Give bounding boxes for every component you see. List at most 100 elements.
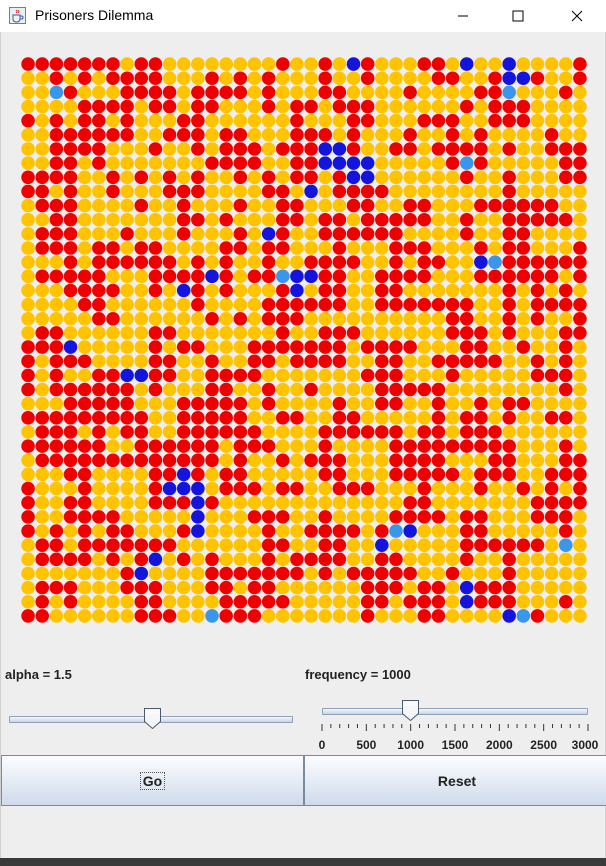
defector-cell xyxy=(35,411,49,425)
defector-cell xyxy=(148,142,163,156)
defector-cell xyxy=(559,255,573,269)
cooperator-cell xyxy=(162,566,177,581)
defector-cell xyxy=(21,439,35,453)
defector-cell xyxy=(459,142,474,156)
cooperator-cell xyxy=(573,411,587,425)
cooperator-cell xyxy=(502,340,516,354)
defector-cell xyxy=(63,142,78,156)
cooperator-cell xyxy=(360,439,375,453)
defector-cell xyxy=(49,340,64,354)
defector-cell xyxy=(375,595,389,609)
defector-cell xyxy=(49,71,64,85)
defector-cell xyxy=(544,510,559,524)
blue-cell xyxy=(191,495,205,510)
cooperator-cell xyxy=(445,170,460,185)
defector-cell xyxy=(559,382,573,397)
cooperator-cell xyxy=(21,269,35,284)
cooperator-cell xyxy=(120,156,134,170)
cooperator-cell xyxy=(530,439,545,453)
cooperator-cell xyxy=(106,198,120,213)
cooperator-cell xyxy=(544,538,559,552)
cooperator-cell xyxy=(318,198,332,213)
cooperator-cell xyxy=(134,340,149,354)
defector-cell xyxy=(502,212,516,227)
defector-cell xyxy=(21,340,35,354)
cooperator-cell xyxy=(516,467,531,482)
cooperator-cell xyxy=(459,255,474,269)
cooperator-cell xyxy=(219,71,233,85)
defector-cell xyxy=(176,524,191,538)
cooperator-cell xyxy=(573,227,587,241)
cooperator-cell xyxy=(474,57,488,71)
cooperator-cell xyxy=(360,255,375,269)
alpha-slider-thumb[interactable] xyxy=(144,708,161,729)
cooperator-cell xyxy=(488,57,502,71)
defector-cell xyxy=(261,170,276,185)
defector-cell xyxy=(63,255,78,269)
defector-cell xyxy=(304,142,318,156)
defector-cell xyxy=(403,467,417,482)
cooperator-cell xyxy=(134,269,149,284)
cooperator-cell xyxy=(49,495,64,510)
cooperator-cell xyxy=(375,142,389,156)
defector-cell xyxy=(148,467,163,482)
defector-cell xyxy=(205,396,219,411)
frequency-slider-thumb[interactable] xyxy=(402,700,419,721)
cooperator-cell xyxy=(544,71,559,85)
defector-cell xyxy=(261,99,276,114)
cooperator-cell xyxy=(544,425,559,439)
defector-cell xyxy=(403,85,417,100)
defector-cell xyxy=(544,212,559,227)
cooperator-cell xyxy=(148,510,163,524)
cooperator-cell xyxy=(516,156,531,170)
minimize-button[interactable] xyxy=(440,0,486,32)
cooperator-cell xyxy=(431,269,446,284)
maximize-button[interactable] xyxy=(495,0,541,32)
go-button[interactable]: Go xyxy=(1,755,304,806)
cooperator-cell xyxy=(134,156,149,170)
alpha-slider[interactable] xyxy=(5,706,297,730)
defector-cell xyxy=(445,312,460,326)
cooperator-cell xyxy=(346,595,361,609)
blue-cell xyxy=(63,340,78,354)
defector-cell xyxy=(176,128,191,142)
reset-button[interactable]: Reset xyxy=(304,755,606,806)
cooperator-cell xyxy=(92,198,106,213)
cooperator-cell xyxy=(261,495,276,510)
cooperator-cell xyxy=(530,467,545,482)
cooperator-cell xyxy=(417,142,432,156)
defector-cell xyxy=(35,184,49,199)
defector-cell xyxy=(148,99,163,114)
frequency-slider[interactable] xyxy=(318,698,592,722)
defector-cell xyxy=(474,411,488,425)
defector-cell xyxy=(77,71,92,85)
cooperator-cell xyxy=(120,595,134,609)
defector-cell xyxy=(120,425,134,439)
cooperator-cell xyxy=(360,269,375,284)
cooperator-cell xyxy=(559,481,573,496)
cooperator-cell xyxy=(403,368,417,383)
frequency-tick-label: 2500 xyxy=(530,738,558,752)
cooperator-cell xyxy=(559,57,573,71)
cooperator-cell xyxy=(21,566,35,581)
cooperator-cell xyxy=(332,368,347,383)
close-button[interactable] xyxy=(554,0,600,32)
cooperator-cell xyxy=(360,467,375,482)
cooperator-cell xyxy=(459,283,474,298)
defector-cell xyxy=(77,283,92,298)
defector-cell xyxy=(205,495,219,510)
defector-cell xyxy=(403,142,417,156)
defector-cell xyxy=(191,467,205,482)
cooperator-cell xyxy=(21,283,35,298)
defector-cell xyxy=(233,198,248,213)
defector-cell xyxy=(219,609,233,623)
defector-cell xyxy=(148,283,163,298)
cooperator-cell xyxy=(148,227,163,241)
defector-cell xyxy=(346,184,361,199)
defector-cell xyxy=(134,170,149,185)
defector-cell xyxy=(233,595,248,609)
defector-cell xyxy=(445,354,460,368)
cooperator-cell xyxy=(134,297,149,312)
cooperator-cell xyxy=(318,411,332,425)
cooperator-cell xyxy=(120,495,134,510)
